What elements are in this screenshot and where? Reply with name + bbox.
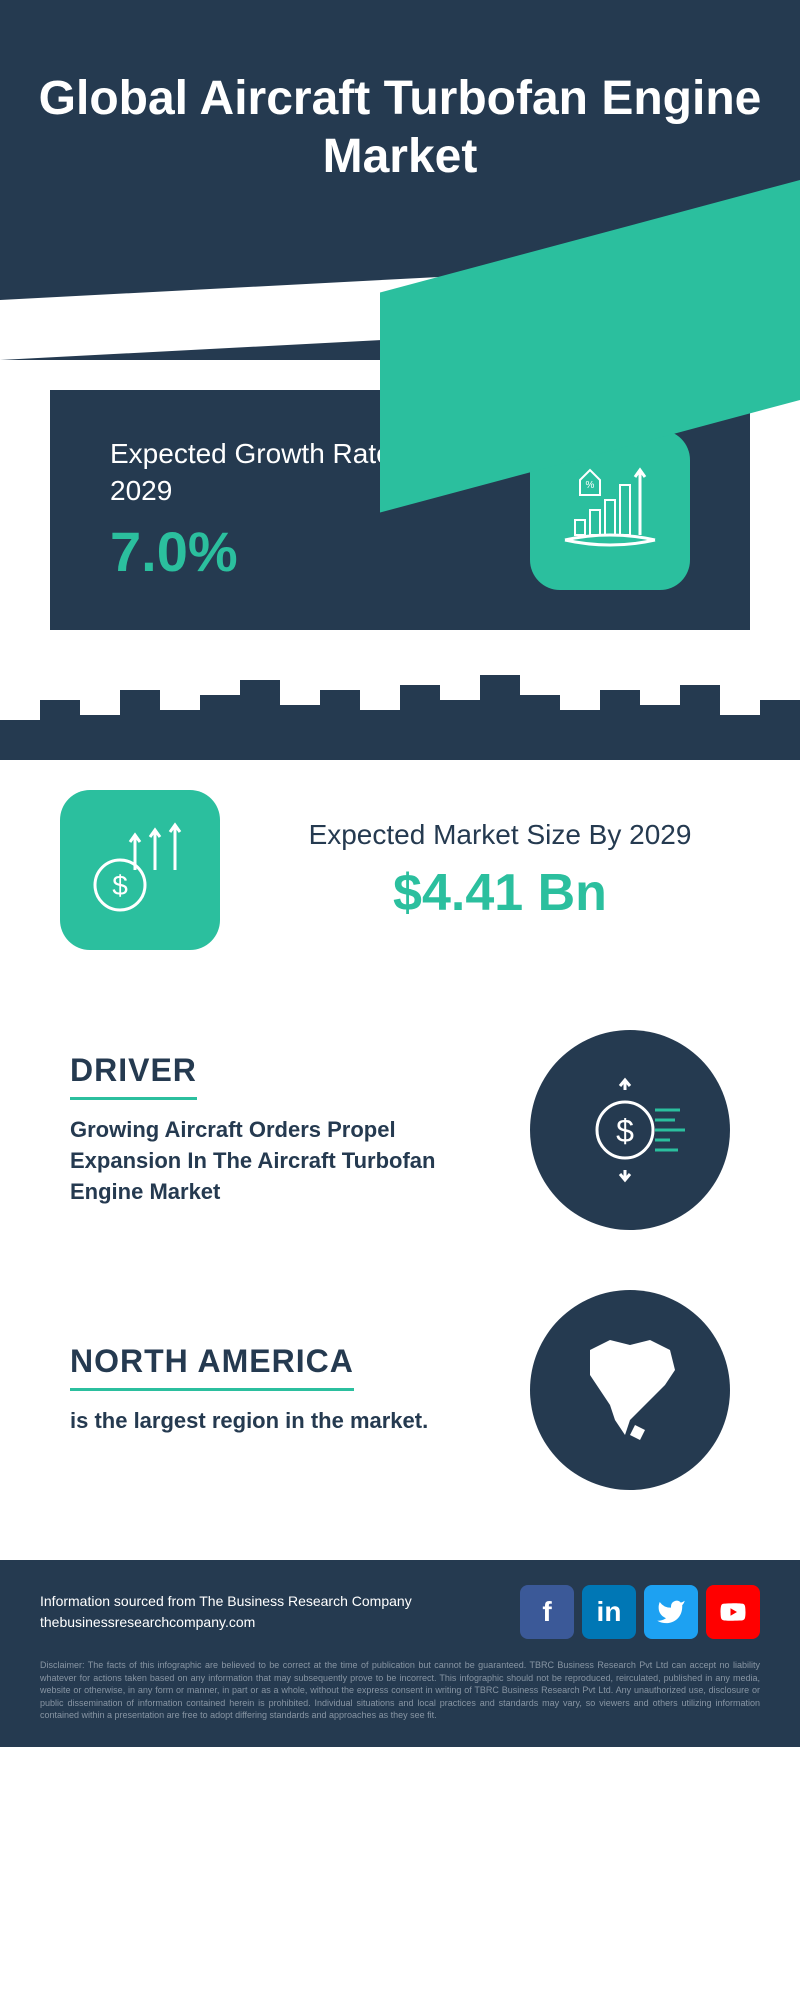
driver-section: DRIVER Growing Aircraft Orders Propel Ex… — [0, 1000, 800, 1260]
facebook-icon[interactable]: f — [520, 1585, 574, 1639]
footer: Information sourced from The Business Re… — [0, 1560, 800, 1747]
driver-body: Growing Aircraft Orders Propel Expansion… — [70, 1115, 490, 1207]
dollar-growth-icon: $ — [60, 790, 220, 950]
market-size-panel: $ Expected Market Size By 2029 $4.41 Bn — [0, 760, 800, 1000]
social-icons: f in — [520, 1585, 760, 1639]
region-body: is the largest region in the market. — [70, 1406, 490, 1437]
skyline-decoration — [0, 660, 800, 760]
market-size-label: Expected Market Size By 2029 — [260, 817, 740, 853]
svg-text:$: $ — [616, 1113, 634, 1149]
svg-text:%: % — [586, 480, 595, 491]
linkedin-icon[interactable]: in — [582, 1585, 636, 1639]
disclaimer-text: Disclaimer: The facts of this infographi… — [40, 1659, 760, 1722]
region-title: NORTH AMERICA — [70, 1343, 354, 1391]
header-banner: Global Aircraft Turbofan Engine Market — [0, 0, 800, 360]
page-title: Global Aircraft Turbofan Engine Market — [0, 0, 800, 185]
north-america-map-icon — [530, 1290, 730, 1490]
market-size-value: $4.41 Bn — [260, 863, 740, 923]
svg-text:$: $ — [112, 870, 128, 901]
region-section: NORTH AMERICA is the largest region in t… — [0, 1260, 800, 1520]
footer-website: thebusinessresearchcompany.com — [40, 1612, 412, 1633]
driver-title: DRIVER — [70, 1052, 197, 1100]
twitter-icon[interactable] — [644, 1585, 698, 1639]
footer-source: Information sourced from The Business Re… — [40, 1591, 412, 1612]
growth-rate-value: 7.0% — [110, 519, 530, 584]
youtube-icon[interactable] — [706, 1585, 760, 1639]
exchange-icon: $ — [530, 1030, 730, 1230]
